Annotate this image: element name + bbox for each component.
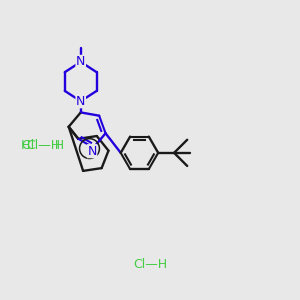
Text: Cl—H: Cl—H	[26, 139, 60, 152]
Text: N: N	[87, 145, 97, 158]
Text: Cl—H: Cl—H	[133, 258, 167, 271]
Text: Cl — H: Cl — H	[22, 139, 64, 152]
Text: N: N	[76, 56, 86, 68]
Text: N: N	[76, 95, 86, 108]
Text: H: H	[20, 139, 30, 152]
